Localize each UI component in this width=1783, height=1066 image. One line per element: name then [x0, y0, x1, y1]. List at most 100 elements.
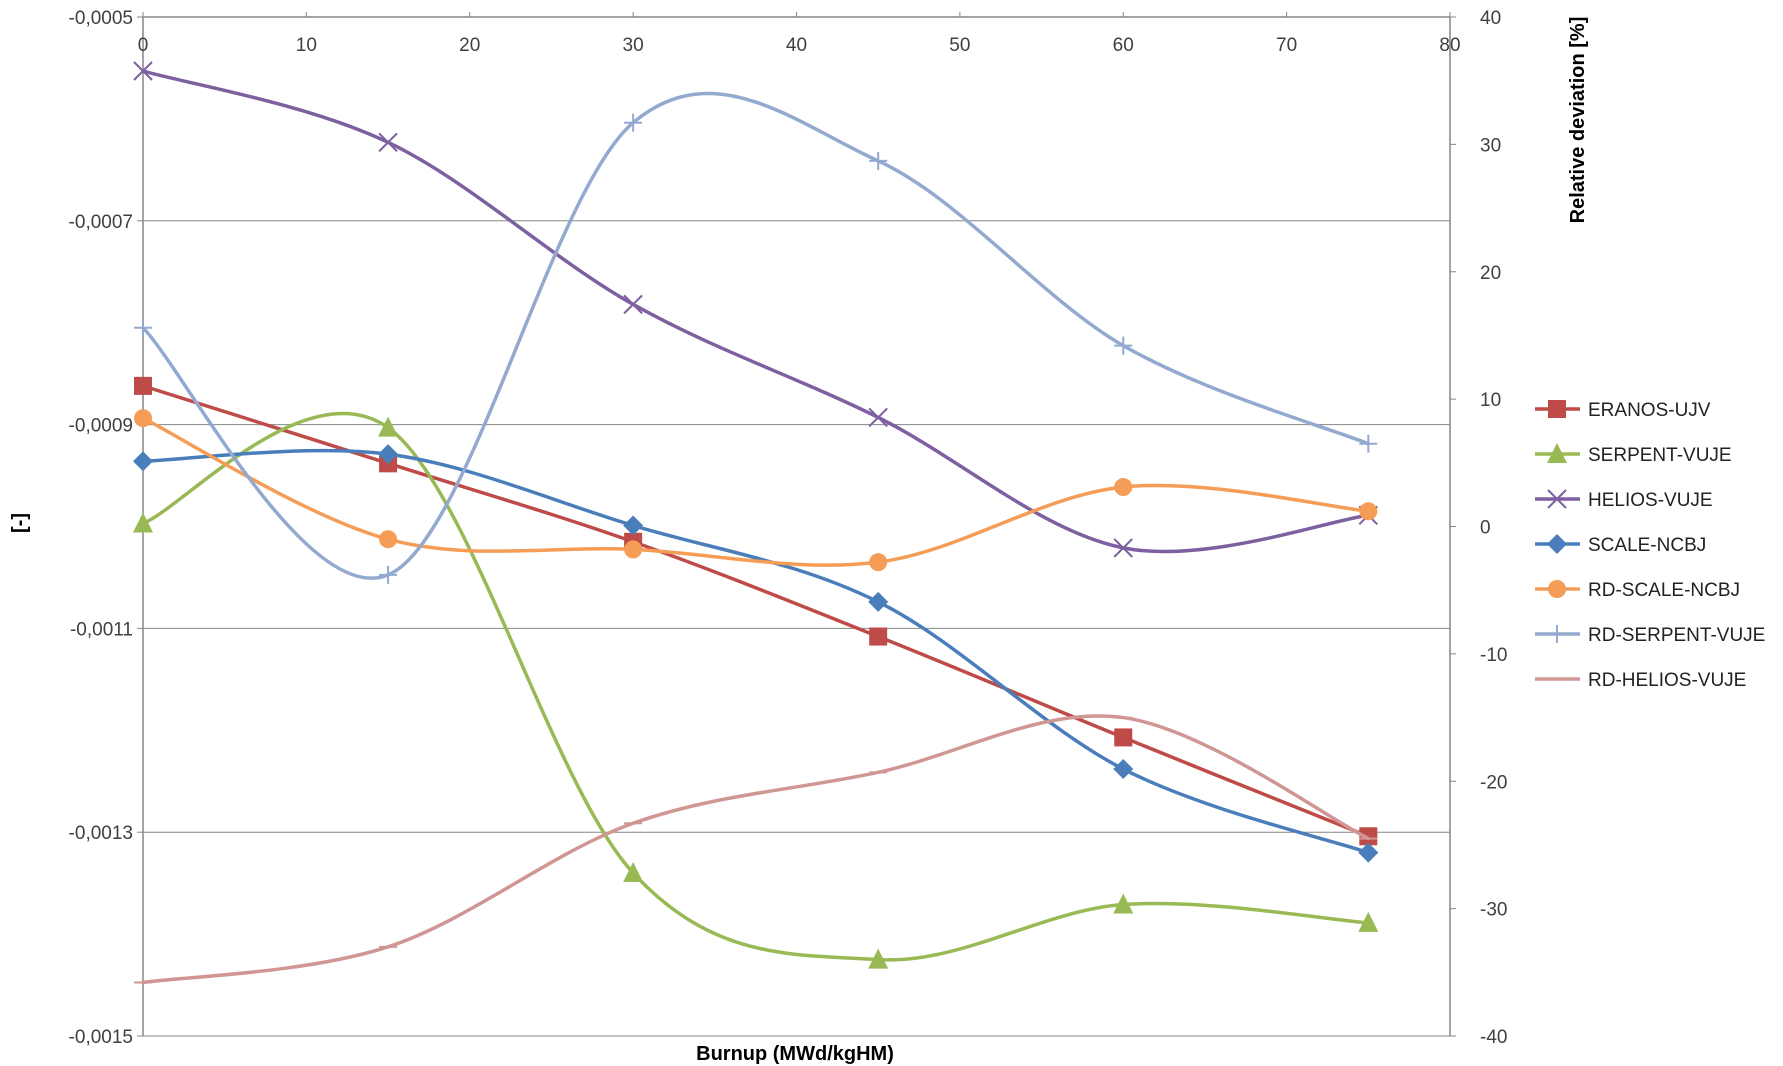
data-point-helios-vuje	[133, 61, 153, 81]
data-point-eranos-ujv	[1359, 827, 1378, 846]
series-helios-vuje	[133, 61, 1379, 558]
legend-marker-helios-vuje	[1547, 489, 1567, 509]
data-point-helios-vuje	[378, 132, 398, 153]
data-point-helios-vuje	[623, 294, 643, 315]
data-point-scale-ncbj	[868, 591, 889, 612]
data-point-serpent-vuje	[1113, 893, 1134, 914]
axes	[137, 12, 1456, 1037]
legend-label-rd-helios-vuje: RD-HELIOS-VUJE	[1588, 670, 1746, 691]
legend-item-rd-helios-vuje: RD-HELIOS-VUJE	[1535, 670, 1746, 691]
left-y-tick-label: -0,0011	[70, 619, 133, 640]
right-y-tick-label: -40	[1480, 1027, 1507, 1048]
left-y-tick-label: -0,0015	[69, 1027, 133, 1048]
right-y-tick-label: -20	[1480, 772, 1507, 793]
legend-marker-serpent-vuje	[1547, 443, 1567, 463]
data-point-helios-vuje-stroke	[1113, 538, 1133, 558]
data-point-serpent-vuje	[623, 861, 644, 882]
left-y-axis-title: [-]	[9, 513, 31, 533]
right-y-tick-label: -10	[1480, 645, 1507, 666]
x-tick-label: 70	[1276, 35, 1297, 56]
right-y-tick-label: 20	[1480, 263, 1501, 284]
data-point-rd-scale-ncbj	[869, 553, 888, 572]
legend-item-scale-ncbj: SCALE-NCBJ	[1535, 534, 1706, 556]
data-point-rd-serpent-vuje	[869, 151, 888, 170]
legend-marker-scale-ncbj	[1547, 534, 1567, 554]
data-point-helios-vuje-stroke	[378, 132, 398, 153]
legend-label-rd-scale-ncbj: RD-SCALE-NCBJ	[1588, 580, 1740, 601]
data-point-helios-vuje	[1113, 538, 1133, 558]
legend-item-helios-vuje: HELIOS-VUJE	[1535, 489, 1713, 511]
data-point-eranos-ujv	[134, 376, 152, 395]
data-point-helios-vuje	[868, 407, 888, 428]
x-tick-label: 10	[296, 35, 317, 56]
x-tick-label: 60	[1113, 35, 1134, 56]
data-point-serpent-vuje	[1358, 911, 1379, 932]
legend-marker-eranos-ujv	[1548, 400, 1566, 418]
data-point-rd-scale-ncbj	[624, 540, 643, 559]
legend-item-rd-scale-ncbj: RD-SCALE-NCBJ	[1535, 580, 1740, 601]
legend-label-serpent-vuje: SERPENT-VUJE	[1588, 445, 1732, 466]
x-tick-label: 30	[623, 35, 644, 56]
right-y-tick-label: 10	[1480, 390, 1501, 411]
legend-marker-helios-vuje-stroke	[1547, 489, 1567, 509]
series-line-eranos-ujv	[141, 384, 1371, 839]
data-point-serpent-vuje	[868, 948, 889, 969]
right-y-axis-title: Relative deviation [%]	[1567, 17, 1589, 224]
series-eranos-ujv	[134, 376, 1378, 846]
series-line-rd-serpent-vuje	[141, 91, 1371, 580]
legend-label-helios-vuje: HELIOS-VUJE	[1588, 490, 1713, 511]
data-point-helios-vuje-stroke	[623, 294, 643, 315]
series-rd-serpent-vuje	[134, 91, 1378, 584]
series-rd-helios-vuje	[134, 714, 1378, 985]
legend-marker-rd-scale-ncbj	[1548, 580, 1566, 598]
legend-label-scale-ncbj: SCALE-NCBJ	[1588, 535, 1706, 556]
x-tick-label: 40	[786, 35, 807, 56]
gridlines	[143, 16, 1450, 1037]
x-tick-label: 80	[1439, 35, 1460, 56]
legend-item-rd-serpent-vuje: RD-SERPENT-VUJE	[1535, 625, 1765, 646]
series-line-serpent-vuje	[141, 411, 1371, 962]
series-scale-ncbj	[133, 444, 1379, 863]
data-point-rd-scale-ncbj	[1114, 478, 1133, 497]
data-point-rd-serpent-vuje	[379, 565, 398, 584]
x-axis-title: Burnup (MWd/kgHM)	[696, 1043, 894, 1065]
data-point-eranos-ujv	[1114, 728, 1133, 747]
legend-item-serpent-vuje: SERPENT-VUJE	[1535, 443, 1732, 466]
x-tick-label: 20	[459, 35, 480, 56]
data-point-serpent-vuje	[133, 512, 153, 533]
data-point-rd-scale-ncbj	[379, 530, 398, 549]
left-y-tick-label: -0,0013	[69, 823, 133, 844]
data-point-helios-vuje-stroke	[868, 407, 888, 428]
data-point-rd-serpent-vuje	[624, 113, 643, 132]
data-point-rd-serpent-vuje	[1114, 336, 1133, 355]
left-y-tick-label: -0,0009	[69, 416, 133, 437]
data-point-rd-serpent-vuje	[1359, 434, 1378, 453]
data-point-eranos-ujv	[869, 627, 888, 646]
left-y-tick-label: -0,0007	[69, 212, 133, 233]
legend-item-eranos-ujv: ERANOS-UJV	[1535, 400, 1711, 421]
right-y-tick-label: 40	[1480, 8, 1501, 29]
data-point-rd-scale-ncbj	[134, 409, 152, 428]
series-line-rd-scale-ncbj	[141, 416, 1371, 567]
legend: ERANOS-UJV SERPENT-VUJE HELIOS-VUJE SCALE-N…	[1535, 400, 1765, 691]
x-tick-label: 0	[138, 35, 149, 56]
left-y-tick-labels: -0,0005 -0,0007 -0,0009 -0,0011 -0,0013 -0,00…	[69, 8, 133, 1048]
series-line-helios-vuje	[141, 69, 1371, 554]
x-tick-label: 50	[949, 35, 970, 56]
legend-marker-rd-serpent-vuje	[1548, 625, 1566, 643]
data-point-helios-vuje-stroke	[133, 61, 153, 81]
left-y-tick-label: -0,0005	[69, 8, 133, 29]
data-point-scale-ncbj	[378, 444, 399, 465]
data-point-rd-scale-ncbj	[1359, 502, 1378, 521]
legend-label-rd-serpent-vuje: RD-SERPENT-VUJE	[1588, 625, 1765, 646]
data-point-scale-ncbj	[1113, 759, 1134, 780]
right-y-tick-label: 0	[1480, 518, 1491, 539]
data-point-scale-ncbj	[133, 451, 153, 472]
series-rd-scale-ncbj	[134, 409, 1378, 572]
right-y-tick-labels: 40 30 20 10 0 -10 -20 -30 -40	[1480, 8, 1507, 1048]
right-y-tick-label: -30	[1480, 900, 1507, 921]
series-line-rd-helios-vuje	[141, 714, 1371, 985]
series-layer	[133, 61, 1379, 985]
series-serpent-vuje	[133, 411, 1379, 969]
